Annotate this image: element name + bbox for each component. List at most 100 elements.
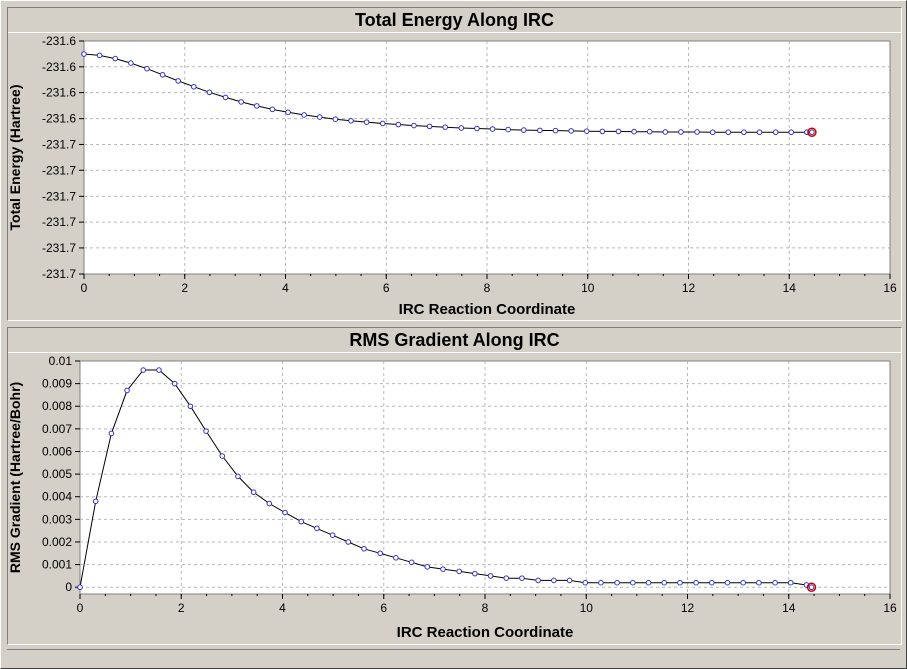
data-point[interactable] [363, 119, 370, 125]
data-point[interactable] [250, 489, 257, 496]
data-point[interactable] [144, 65, 150, 72]
gradient-chart[interactable]: 0 2 4 6 8 10 12 14 16 0 0.001 0.002 0.003 0.004 0.005 0… [8, 353, 901, 644]
data-point[interactable] [489, 126, 496, 132]
data-point[interactable] [788, 129, 795, 136]
data-point[interactable] [140, 367, 147, 373]
data-point[interactable] [458, 125, 465, 131]
data-point[interactable] [222, 94, 229, 101]
data-point[interactable] [661, 579, 668, 586]
data-point[interactable] [756, 129, 763, 136]
data-point[interactable] [677, 579, 683, 586]
data-point[interactable] [583, 128, 590, 134]
data-point[interactable] [253, 103, 260, 109]
data-point[interactable] [456, 568, 462, 575]
data-point[interactable] [582, 579, 589, 586]
data-point[interactable] [662, 129, 669, 135]
data-point[interactable] [298, 518, 305, 525]
data-point[interactable] [361, 545, 367, 552]
data-point[interactable] [631, 128, 637, 135]
data-point[interactable] [472, 570, 478, 577]
data-point[interactable] [314, 525, 320, 532]
data-point[interactable] [756, 579, 762, 586]
data-point[interactable] [379, 120, 386, 127]
data-point[interactable] [787, 579, 794, 586]
data-point[interactable] [615, 128, 622, 135]
data-point[interactable] [395, 121, 402, 128]
data-point[interactable] [741, 129, 747, 136]
data-point[interactable] [92, 498, 99, 505]
data-point[interactable] [235, 473, 241, 480]
data-point[interactable] [408, 559, 415, 566]
data-point[interactable] [285, 109, 291, 116]
data-point[interactable] [206, 89, 213, 96]
data-point[interactable] [159, 71, 166, 78]
data-point[interactable] [124, 387, 130, 394]
data-point[interactable] [772, 579, 778, 586]
current-point-marker[interactable] [807, 127, 817, 137]
data-point[interactable] [645, 579, 652, 586]
data-point[interactable] [156, 367, 162, 373]
data-point[interactable] [112, 55, 119, 62]
data-point[interactable] [345, 539, 352, 545]
data-point[interactable] [740, 579, 746, 586]
data-point[interactable] [266, 500, 273, 507]
data-point[interactable] [301, 112, 307, 118]
data-point[interactable] [551, 577, 557, 584]
data-point[interactable] [442, 124, 448, 130]
data-point[interactable] [598, 579, 604, 586]
data-point[interactable] [411, 122, 417, 129]
data-point[interactable] [630, 579, 636, 586]
data-point[interactable] [219, 453, 226, 459]
energy-chart[interactable]: 0 2 4 6 8 10 12 14 16 -231.6 -231.6 -231.6 -231.6 -23… [8, 33, 901, 320]
data-point[interactable] [568, 128, 574, 134]
data-point[interactable] [81, 51, 87, 57]
data-point[interactable] [535, 577, 541, 584]
data-point[interactable] [694, 129, 700, 135]
data-point[interactable] [377, 550, 384, 557]
data-point[interactable] [171, 380, 178, 387]
data-point[interactable] [709, 129, 716, 136]
data-point[interactable] [348, 117, 354, 124]
data-point[interactable] [332, 116, 339, 122]
data-point[interactable] [187, 403, 194, 410]
data-point[interactable] [724, 579, 731, 586]
data-point[interactable] [203, 428, 209, 434]
data-point[interactable] [426, 123, 433, 130]
data-point[interactable] [191, 83, 197, 90]
data-point[interactable] [693, 579, 699, 586]
data-point[interactable] [269, 106, 276, 113]
data-point[interactable] [772, 129, 779, 136]
data-point[interactable] [808, 584, 815, 591]
data-point[interactable] [329, 532, 336, 538]
data-point[interactable] [519, 575, 525, 581]
data-point[interactable] [487, 573, 494, 579]
data-point[interactable] [599, 128, 606, 135]
data-point[interactable] [96, 52, 103, 59]
data-point[interactable] [282, 509, 288, 516]
data-point[interactable] [474, 125, 480, 132]
data-point[interactable] [809, 129, 815, 136]
data-point[interactable] [503, 575, 510, 581]
data-point[interactable] [393, 555, 399, 561]
data-point[interactable] [646, 128, 653, 135]
data-point[interactable] [316, 114, 323, 120]
y-tick-label: -231.6 [42, 112, 76, 126]
data-point[interactable] [128, 60, 134, 66]
data-point[interactable] [678, 129, 684, 135]
current-point-marker[interactable] [806, 582, 817, 592]
data-point[interactable] [725, 129, 732, 136]
data-point[interactable] [440, 566, 446, 572]
data-point[interactable] [77, 584, 83, 591]
data-point[interactable] [709, 579, 715, 586]
data-point[interactable] [238, 99, 244, 105]
data-point[interactable] [566, 577, 573, 584]
data-point[interactable] [505, 126, 511, 133]
data-point[interactable] [175, 78, 182, 84]
data-point[interactable] [520, 127, 527, 133]
data-point[interactable] [552, 127, 559, 134]
data-point[interactable] [614, 579, 620, 586]
data-point[interactable] [537, 127, 543, 134]
data-point[interactable] [108, 430, 115, 437]
data-point[interactable] [424, 564, 431, 570]
y-tick-label: -231.7 [42, 241, 76, 255]
